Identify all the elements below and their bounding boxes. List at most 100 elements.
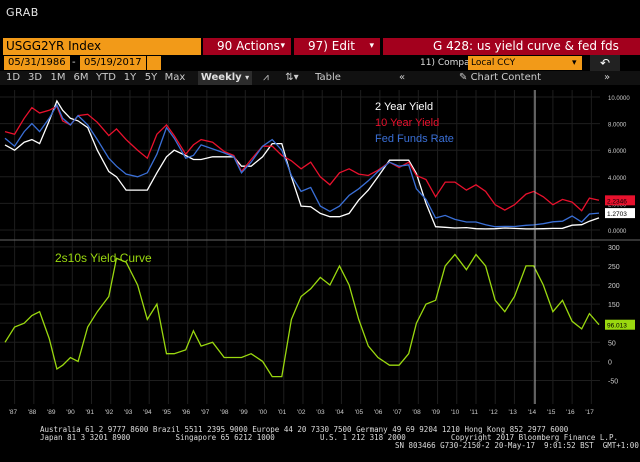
x-tick-label: '89 xyxy=(47,409,56,416)
x-tick-label: '17 xyxy=(585,409,594,416)
x-tick-label: '05 xyxy=(355,409,364,416)
series-line-2s10s-yield-curve xyxy=(4,253,600,378)
end-date-input[interactable]: 05/19/2017 xyxy=(80,56,146,70)
y-tick-label: 200 xyxy=(608,283,620,290)
top-panel: 10.0000 8.0000 6.0000 4.0000 2.0000 0.0000 2.2… xyxy=(4,96,635,235)
series-line-fed-funds-rate xyxy=(4,99,600,230)
x-tick-label: '04 xyxy=(335,409,344,416)
x-tick-label: '12 xyxy=(489,409,498,416)
graph-title-bar: G 428: us yield curve & fed fds xyxy=(383,38,640,55)
y-tick-label: 8.0000 xyxy=(608,123,627,129)
x-tick-label: '15 xyxy=(547,409,556,416)
footer-line-2: Japan 81 3 3201 8900 Singapore 65 6212 1… xyxy=(40,433,618,442)
x-tick-label: '91 xyxy=(86,409,95,416)
date-separator: - xyxy=(72,57,76,68)
range-button-1d[interactable]: 1D xyxy=(5,72,21,83)
x-tick-label: '87 xyxy=(9,409,18,416)
series-line-10-year-yield xyxy=(4,105,600,212)
range-button-1m[interactable]: 1M xyxy=(50,72,66,83)
range-button-3d[interactable]: 3D xyxy=(27,72,43,83)
x-tick-label: '06 xyxy=(374,409,383,416)
calendar-icon[interactable] xyxy=(147,56,161,70)
y-tick-label: 250 xyxy=(608,264,620,271)
last-value-tag xyxy=(605,195,635,206)
compare-label: 11) Compare xyxy=(420,58,479,68)
x-tick-label: '99 xyxy=(239,409,248,416)
x-tick-label: '13 xyxy=(508,409,517,416)
compare-select[interactable]: Local CCY xyxy=(468,56,582,70)
y-tick-label: 300 xyxy=(608,245,620,252)
last-value-label: 2.2346 xyxy=(607,198,627,205)
table-button[interactable]: Table xyxy=(308,71,348,85)
actions-label: 90 Actions xyxy=(217,39,280,53)
chevron-down-icon: ▾ xyxy=(369,41,374,51)
yield-chart: 10.0000 8.0000 6.0000 4.0000 2.0000 0.0000 2.2… xyxy=(0,86,640,424)
y-tick-label: 0.0000 xyxy=(608,229,627,235)
range-toolbar xyxy=(0,71,640,85)
x-tick-label: '11 xyxy=(470,409,478,416)
last-value-tag xyxy=(605,208,635,219)
chart-type-icon[interactable]: ⇅▾ xyxy=(285,72,299,83)
x-tick-label: '95 xyxy=(162,409,171,416)
x-tick-label: '00 xyxy=(259,409,268,416)
edit-button[interactable]: 97) Edit ▾ xyxy=(294,38,380,55)
x-tick-label: '14 xyxy=(528,409,537,416)
frequency-select[interactable]: Weekly ▾ xyxy=(198,71,252,85)
x-tick-label: '94 xyxy=(143,409,152,416)
footer-line-3: SN 803466 G730-2150-2 20-May-17 9:01:52 … xyxy=(395,441,639,450)
last-value-label: 96.013 xyxy=(607,323,627,330)
y-tick-label: 2.0000 xyxy=(608,202,627,208)
app-title: GRAB xyxy=(6,6,39,19)
ticker-field[interactable]: USGG2YR Index xyxy=(3,38,201,55)
x-tick-label: '01 xyxy=(278,409,287,416)
range-button-max[interactable]: Max xyxy=(164,72,186,83)
x-tick-label: '16 xyxy=(566,409,575,416)
x-tick-label: '88 xyxy=(28,409,37,416)
last-value-tag xyxy=(605,319,635,330)
expand-icon[interactable]: » xyxy=(603,72,611,83)
x-tick-label: '90 xyxy=(66,409,75,416)
start-date-input[interactable]: 05/31/1986 xyxy=(4,56,70,70)
x-tick-label: '07 xyxy=(393,409,402,416)
y-tick-label: 6.0000 xyxy=(608,149,627,155)
x-tick-label: '97 xyxy=(201,409,210,416)
x-tick-label: '93 xyxy=(124,409,133,416)
chart-content-icon: ✎ xyxy=(458,72,468,83)
range-button-ytd[interactable]: YTD xyxy=(96,72,116,83)
table-label: Table xyxy=(315,72,341,83)
x-axis: '87 '88 '89 '90 '91 '92 '93 '94 '95 '96 '97 '98 '99 '… xyxy=(9,409,595,416)
actions-button[interactable]: 90 Actions ▾ xyxy=(203,38,291,55)
x-tick-label: '92 xyxy=(105,409,114,416)
y-tick-label: 4.0000 xyxy=(608,176,627,182)
chevron-down-icon: ▾ xyxy=(280,41,285,51)
y-tick-label: 0 xyxy=(608,359,612,366)
legend-fed-funds: Fed Funds Rate xyxy=(375,133,454,145)
y-tick-label: 10.0000 xyxy=(608,96,630,102)
y-tick-label: 150 xyxy=(608,302,620,309)
y-tick-label: -50 xyxy=(608,378,618,385)
chevron-down-icon: ▾ xyxy=(572,58,577,68)
range-button-5y[interactable]: 5Y xyxy=(144,72,158,83)
curve-title: 2s10s Yield Curve xyxy=(55,251,152,265)
chart-content-button[interactable]: ✎ Chart Content xyxy=(445,71,555,85)
x-tick-label: '09 xyxy=(432,409,441,416)
frequency-label: Weekly xyxy=(200,72,242,83)
line-chart-icon[interactable]: ⩘ xyxy=(263,72,269,83)
last-value-label: 1.2703 xyxy=(607,211,627,218)
series-line-2-year-yield xyxy=(4,103,600,228)
legend-ten-year: 10 Year Yield xyxy=(375,117,439,129)
legend-two-year: 2 Year Yield xyxy=(375,101,433,113)
chart-content-label: Chart Content xyxy=(470,72,541,83)
y-tick-label: 50 xyxy=(608,340,616,347)
collapse-icon[interactable]: « xyxy=(398,72,406,83)
x-tick-label: '02 xyxy=(297,409,306,416)
chevron-down-icon: ▾ xyxy=(245,73,250,82)
range-button-1y[interactable]: 1Y xyxy=(123,72,137,83)
range-button-6m[interactable]: 6M xyxy=(73,72,89,83)
x-tick-label: '03 xyxy=(316,409,325,416)
x-tick-label: '08 xyxy=(412,409,421,416)
footer-line-1: Australia 61 2 9777 8600 Brazil 5511 239… xyxy=(40,425,569,434)
undo-icon[interactable]: ↶ xyxy=(590,55,620,71)
grid xyxy=(0,90,600,404)
